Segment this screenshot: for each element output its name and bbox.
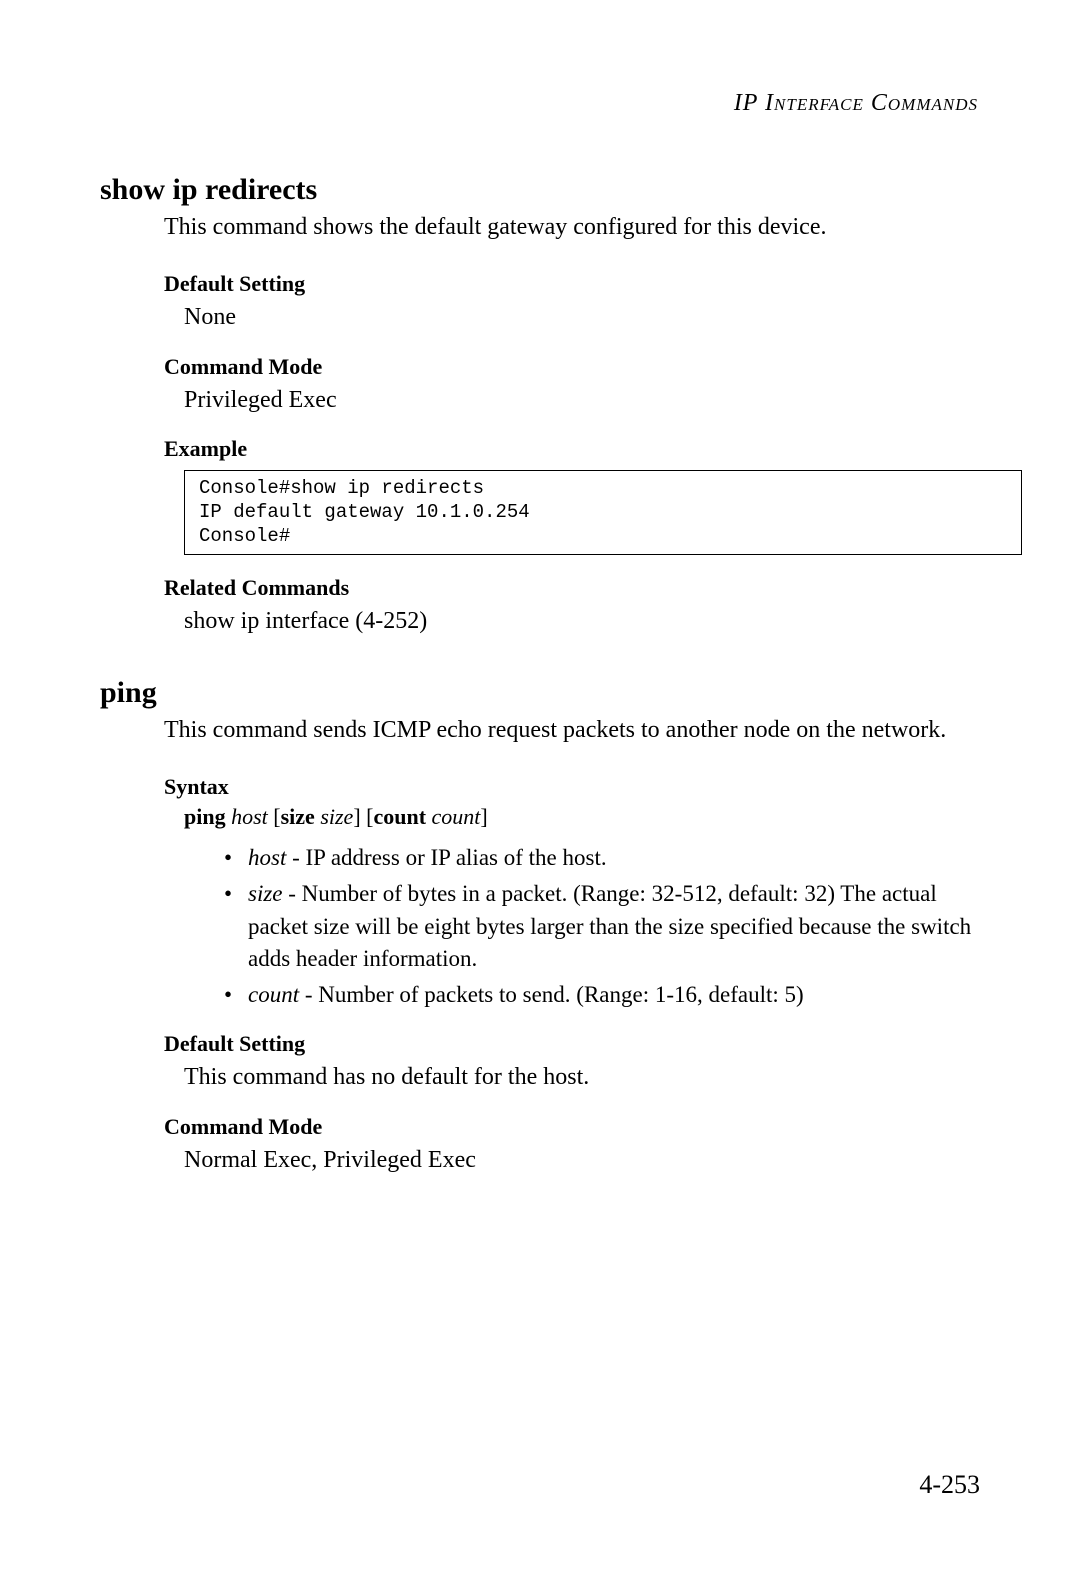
- param-name: host: [248, 845, 286, 870]
- param-desc: - Number of bytes in a packet. (Range: 3…: [248, 881, 971, 970]
- param-list: host - IP address or IP alias of the hos…: [224, 842, 980, 1011]
- param-item: count - Number of packets to send. (Rang…: [224, 979, 980, 1011]
- default-setting-value: This command has no default for the host…: [184, 1061, 980, 1093]
- syntax-bracket: [: [273, 804, 280, 829]
- param-desc: - IP address or IP alias of the host.: [286, 845, 606, 870]
- section-title: show ip redirects: [100, 173, 980, 207]
- command-mode-label: Command Mode: [164, 1114, 980, 1140]
- param-desc: - Number of packets to send. (Range: 1-1…: [299, 982, 804, 1007]
- section-ping: ping This command sends ICMP echo reques…: [100, 676, 980, 1176]
- syntax-label: Syntax: [164, 774, 980, 800]
- syntax-kw-size: size: [281, 804, 315, 829]
- running-header-text: IP Interface Commands: [734, 90, 978, 116]
- syntax-arg-count: count: [432, 804, 481, 829]
- section-show-ip-redirects: show ip redirects This command shows the…: [100, 173, 980, 638]
- command-mode-value: Privileged Exec: [184, 384, 980, 416]
- default-setting-value: None: [184, 301, 980, 333]
- related-commands-value: show ip interface (4-252): [184, 605, 980, 637]
- syntax-bracket: ]: [480, 804, 487, 829]
- default-setting-label: Default Setting: [164, 1031, 980, 1057]
- syntax-cmd: ping: [184, 804, 226, 829]
- command-mode-value: Normal Exec, Privileged Exec: [184, 1144, 980, 1176]
- syntax-line: ping host [size size] [count count]: [184, 804, 980, 830]
- related-commands-label: Related Commands: [164, 575, 980, 601]
- command-mode-label: Command Mode: [164, 354, 980, 380]
- param-name: count: [248, 982, 299, 1007]
- section-title: ping: [100, 676, 980, 710]
- example-label: Example: [164, 436, 980, 462]
- running-header: IP Interface Commands: [100, 90, 980, 117]
- page-number: 4-253: [919, 1470, 980, 1500]
- section-description: This command sends ICMP echo request pac…: [164, 714, 980, 746]
- param-name: size: [248, 881, 283, 906]
- section-description: This command shows the default gateway c…: [164, 211, 980, 243]
- section-body: This command shows the default gateway c…: [164, 211, 980, 638]
- param-item: host - IP address or IP alias of the hos…: [224, 842, 980, 874]
- param-item: size - Number of bytes in a packet. (Ran…: [224, 878, 980, 975]
- syntax-arg-size: size: [320, 804, 353, 829]
- syntax-kw-count: count: [373, 804, 426, 829]
- syntax-bracket: ] [: [353, 804, 373, 829]
- default-setting-label: Default Setting: [164, 271, 980, 297]
- example-code: Console#show ip redirects IP default gat…: [184, 470, 1022, 555]
- section-body: This command sends ICMP echo request pac…: [164, 714, 980, 1176]
- syntax-arg-host: host: [231, 804, 268, 829]
